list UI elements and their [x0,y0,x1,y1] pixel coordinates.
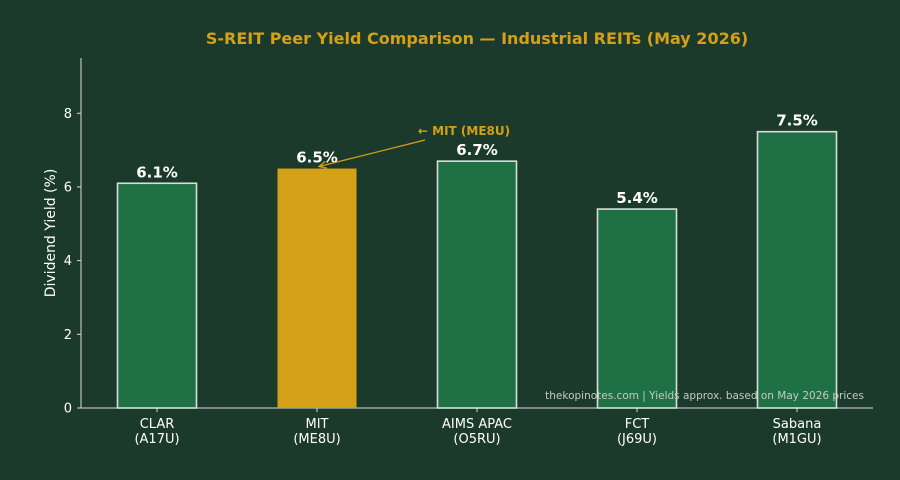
y-tick-label: 8 [64,107,72,122]
data-label: 6.1% [136,163,178,181]
data-label: 7.5% [776,112,818,130]
data-labels: 6.1% 6.5% 6.7% 5.4% 7.5% [136,112,818,207]
x-tick-sublabel: (M1GU) [772,432,821,447]
footer-note: thekopinotes.com | Yields approx. based … [545,390,864,402]
y-axis-label-group: Dividend Yield (%) [43,169,59,298]
y-axis-label: Dividend Yield (%) [43,169,59,298]
x-tick-sublabel: (ME8U) [293,432,340,447]
x-tick-label: FCT [625,417,650,432]
bars [116,130,838,409]
y-tick-label: 2 [64,328,72,343]
x-tick-label: AIMS APAC [442,417,512,432]
bar-mit [277,168,357,408]
data-label: 6.7% [456,141,498,159]
x-tick-sublabel: (O5RU) [453,432,500,447]
bar-sabana [756,130,838,409]
y-tick-label: 0 [64,402,72,417]
annotation-text: ← MIT (ME8U) [418,124,510,138]
x-tick-sublabel: (J69U) [617,432,657,447]
x-tick-label: CLAR [140,417,175,432]
bar-aims-apac [436,160,518,409]
annotation: ← MIT (ME8U) [317,124,510,169]
x-tick-label: Sabana [773,417,822,432]
chart-title: S-REIT Peer Yield Comparison — Industria… [206,29,748,48]
x-tick-label: MIT [306,417,329,432]
data-label: 6.5% [296,149,338,167]
axes: 0 2 4 6 8 CLAR(A17U) MIT(ME8U) AIMS APAC(O5RU) F… [64,58,873,447]
y-tick-label: 6 [64,180,72,195]
y-tick-label: 4 [64,254,72,269]
bar-fct [596,208,678,409]
data-label: 5.4% [616,189,658,207]
annotation-arrow-head [317,160,327,169]
annotation-arrow-line [318,139,426,168]
x-tick-sublabel: (A17U) [134,432,179,447]
bar-clar [116,182,198,409]
